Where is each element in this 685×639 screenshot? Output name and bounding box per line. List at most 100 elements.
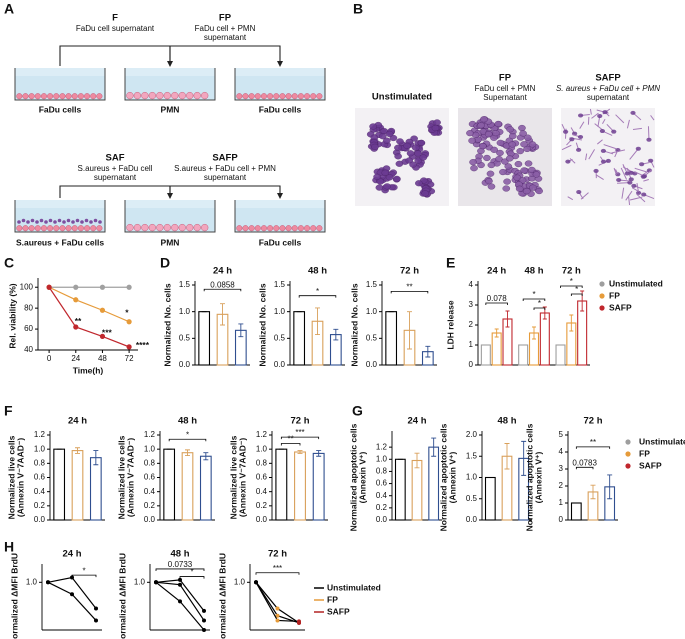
cell-process [579,121,585,129]
data-point [202,608,206,613]
group-title: 48 h [524,266,543,277]
error-bar [532,326,536,340]
significance-bracket [168,438,207,442]
cell [297,93,304,100]
significance-label: **** [136,340,150,350]
bacteria [89,220,93,224]
significance-label: *** [273,564,282,573]
cell-process [620,167,628,180]
y-tick-label: 0.4 [376,491,388,500]
significance-bracket [179,576,205,579]
cell [563,129,569,134]
error-bar [431,437,437,457]
y-axis-label: Normalized live cells [6,435,16,519]
cell [503,178,511,185]
data-point [254,580,258,585]
panel-letter: E [446,255,455,271]
significance-bracket [560,285,583,288]
image-title: Unstimulated [372,92,432,103]
y-axis-label: Normalized live cells [116,435,126,519]
panel-letter: D [160,255,170,271]
cell [394,144,402,151]
bacteria [84,218,89,223]
cell [505,155,514,162]
legend-marker [599,305,605,311]
error-bar [607,474,613,500]
bacteria [80,220,84,224]
bar [570,502,582,521]
error-bar [504,443,510,470]
legend-marker [625,463,631,469]
cell [378,133,387,140]
y-tick-label: 80 [24,303,33,312]
bacteria [26,220,30,224]
y-tick-label: 0 [559,515,564,524]
y-tick-label: 1.5 [366,280,378,289]
y-axis-label: Normalized ΔMFI BrdU [217,553,227,639]
significance-bracket [203,288,242,292]
x-axis-label: Time(h) [73,365,104,375]
cell [59,225,66,232]
cell [477,122,485,129]
y-tick-label: 0.6 [376,479,388,488]
y-tick-label: 1.0 [26,577,38,586]
y-axis-label: Normalized live cells [228,435,238,519]
dish-label: FaDu cells [39,104,82,114]
cell [484,131,493,138]
cell [65,225,72,232]
y-tick-label: 0.8 [144,458,156,467]
bar [411,459,423,521]
significance-bracket [280,443,301,446]
cell [279,225,286,232]
y-axis-label: Normalized No. cells [162,283,172,366]
y-tick-label: 0.2 [34,501,46,510]
legend-label: FP [609,290,620,300]
y-axis-label: (Annexin V⁺) [447,451,457,503]
significance-label: 0.0858 [210,280,235,289]
y-tick-label: 0.4 [144,487,156,496]
cell [53,93,60,100]
data-point [99,333,106,339]
significance-bracket [485,302,508,305]
cell [16,225,23,232]
chart-title: 48 h [178,416,197,427]
cell [602,110,608,115]
cell [605,158,611,163]
cell [470,165,478,172]
cell [34,225,41,232]
significance-bracket [522,298,546,301]
data-point [154,580,158,585]
cell [22,93,29,100]
cell [84,93,91,100]
y-tick-label: 0.6 [144,473,156,482]
cell [486,170,495,177]
cell [260,225,267,232]
y-tick-label: 0.6 [256,473,268,482]
y-axis-label: Normalized No. cells [257,283,267,366]
cell [178,91,186,100]
legend-marker [599,293,605,299]
cell [373,173,381,180]
cell-process [634,167,648,173]
cell [494,120,503,128]
significance-label: 0.0733 [168,560,193,569]
cell [508,141,517,148]
cell-process [643,179,649,182]
cell [383,137,391,144]
cell-process [597,139,603,145]
cell [260,93,267,100]
cell [273,93,280,100]
dish-label: FaDu cells [259,104,302,114]
data-point [178,599,182,604]
cell-process [636,193,646,203]
panel-letter: C [4,255,14,271]
dish-label: PMN [161,237,180,247]
cell [126,91,134,100]
cell [433,119,441,126]
cell [40,93,47,100]
cell [90,225,97,232]
error-bar [185,449,190,456]
cell [403,142,411,149]
data-point [99,284,106,290]
significance-label: * [570,277,573,286]
